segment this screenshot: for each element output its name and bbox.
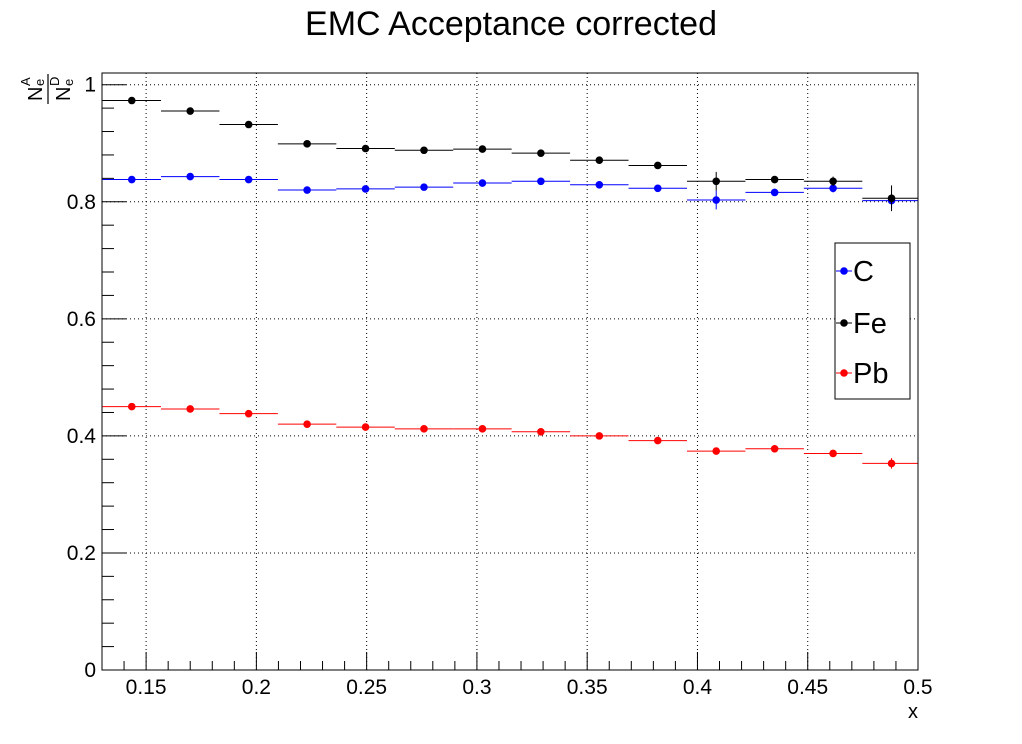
chart-title: EMC Acceptance corrected <box>305 5 717 43</box>
y-axis-label: N e A N e D <box>18 74 76 104</box>
data-point <box>478 425 487 433</box>
legend-label: C <box>853 256 874 288</box>
data-point <box>712 177 721 186</box>
data-point <box>244 175 253 184</box>
data-point <box>186 107 195 115</box>
legend-entry-pb: Pb <box>836 358 888 390</box>
data-point <box>712 196 721 204</box>
x-tick-label: 0.25 <box>346 676 387 699</box>
data-points <box>102 96 918 469</box>
x-tick-label: 0.2 <box>242 676 271 699</box>
data-point <box>361 144 370 153</box>
data-point <box>478 145 487 153</box>
data-point <box>537 177 545 186</box>
legend-marker <box>840 319 848 327</box>
data-point <box>887 194 896 203</box>
data-point <box>887 459 896 468</box>
axis-ticks: 0.15 0.2 0.25 0.3 0.35 0.4 0.45 0.5 0 0.2 0.4 0.6 0.… <box>67 74 933 699</box>
x-axis-label: x <box>908 701 918 723</box>
data-point <box>829 449 837 458</box>
data-point <box>127 175 136 184</box>
y-label-denominator-sub: e <box>61 79 76 86</box>
data-point <box>595 156 604 165</box>
series-c <box>102 172 918 210</box>
y-label-denominator: N <box>53 87 75 101</box>
legend-label: Pb <box>853 358 888 390</box>
data-point <box>244 120 253 129</box>
data-point <box>537 427 545 436</box>
data-point <box>537 149 545 157</box>
data-point <box>770 188 779 197</box>
y-label-denominator-sup: D <box>47 77 62 86</box>
data-point <box>595 432 604 440</box>
data-point <box>829 177 837 186</box>
data-point <box>361 423 370 431</box>
data-point <box>653 436 662 445</box>
legend-marker <box>840 369 848 377</box>
legend-entry-c: C <box>836 256 874 288</box>
y-tick-label: 0.2 <box>67 542 96 565</box>
data-point <box>712 447 721 455</box>
x-tick-label: 0.3 <box>462 676 491 699</box>
legend-marker <box>840 267 848 275</box>
y-tick-label: 1 <box>84 74 96 97</box>
x-tick-label: 0.15 <box>126 676 167 699</box>
y-label-numerator: N <box>25 87 47 101</box>
y-tick-label: 0.8 <box>67 191 96 214</box>
x-tick-label: 0.4 <box>683 676 713 699</box>
y-tick-label: 0 <box>84 659 96 682</box>
y-label-numerator-sup: A <box>18 77 33 86</box>
data-point <box>127 402 136 411</box>
y-label-numerator-sub: e <box>32 79 47 86</box>
x-tick-label: 0.45 <box>787 676 828 699</box>
data-point <box>303 140 311 148</box>
data-point <box>653 184 662 193</box>
data-point <box>770 175 779 184</box>
data-point <box>595 180 604 189</box>
data-point <box>244 409 253 418</box>
data-point <box>420 146 428 155</box>
data-point <box>829 184 837 193</box>
data-point <box>420 183 428 191</box>
x-tick-label: 0.35 <box>567 676 608 699</box>
data-point <box>420 425 428 433</box>
data-point <box>770 444 779 453</box>
data-point <box>361 185 370 193</box>
data-point <box>186 172 195 181</box>
legend-label: Fe <box>853 308 887 340</box>
y-tick-label: 0.4 <box>67 425 97 448</box>
data-point <box>303 420 311 428</box>
legend: C Fe Pb <box>834 242 911 400</box>
series-fe <box>102 96 918 212</box>
data-point <box>653 161 662 170</box>
y-tick-label: 0.6 <box>67 308 96 331</box>
legend-entry-fe: Fe <box>836 308 887 340</box>
data-point <box>478 179 487 187</box>
data-point <box>303 186 311 194</box>
grid <box>102 73 918 670</box>
series-pb <box>102 402 918 469</box>
x-tick-label: 0.5 <box>903 676 932 699</box>
data-point <box>127 96 136 105</box>
data-point <box>186 405 195 413</box>
plot-frame <box>101 72 919 671</box>
